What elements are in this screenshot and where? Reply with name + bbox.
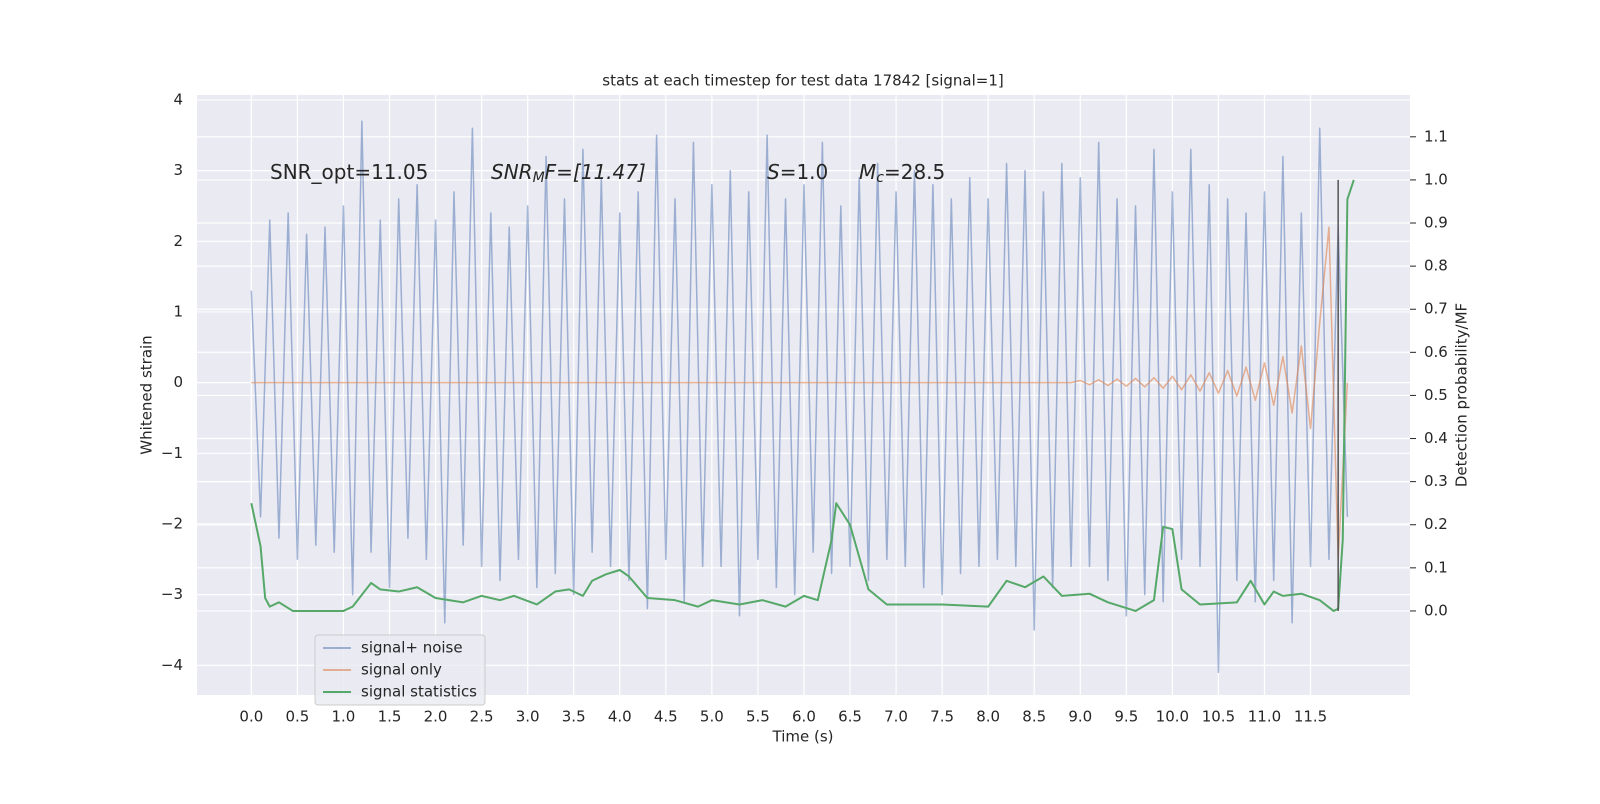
x-tick-label: 4.0: [608, 708, 632, 726]
annotation-sub: c: [876, 170, 884, 186]
x-tick-label: 0.5: [285, 708, 309, 726]
series-line: [250, 120, 1349, 674]
x-tick-label: 9.5: [1114, 708, 1138, 726]
annotation-rest: F=[11.47]: [545, 160, 646, 184]
y-tick-label: 1: [173, 302, 183, 320]
y-tick-label: −3: [161, 585, 183, 603]
x-tick-label: 3.0: [516, 708, 540, 726]
y2-tick-label: 0.0: [1424, 601, 1448, 619]
x-tick-label: 3.5: [562, 708, 586, 726]
y2-tick-label: 0.9: [1424, 214, 1448, 232]
annotation-main: SNR_opt=11.05: [270, 160, 428, 184]
annotation: SNR_opt=11.05: [270, 160, 428, 184]
legend: signal+ noise signal only signal statistic…: [314, 634, 486, 706]
x-tick-label: 8.0: [976, 708, 1000, 726]
y2-tick-label: 0.1: [1424, 558, 1448, 576]
series-line: [251, 226, 1349, 561]
y-tick-label: −4: [161, 656, 183, 674]
y-axis-label: Whitened strain: [138, 335, 156, 454]
x-tick-label: 5.5: [746, 708, 770, 726]
x-tick-label: 6.0: [792, 708, 816, 726]
legend-label: signal statistics: [361, 683, 477, 701]
x-tick-label: 1.5: [378, 708, 402, 726]
x-tick-label: 11.5: [1294, 708, 1327, 726]
y2-tick-label: 0.6: [1424, 343, 1448, 361]
annotation-main: S: [767, 160, 780, 184]
annotation-main: SNR: [491, 160, 533, 184]
x-tick-label: 11.0: [1248, 708, 1281, 726]
plot-lines: [250, 120, 1355, 674]
y2-tick-label: 0.8: [1424, 257, 1448, 275]
y2-axis-label: Detection probability/MF: [1453, 303, 1471, 487]
x-tick-label: 4.5: [654, 708, 678, 726]
legend-label: signal+ noise: [361, 639, 463, 657]
x-tick-label: 7.0: [884, 708, 908, 726]
x-tick-label: 2.5: [470, 708, 494, 726]
y2-tick-label: 1.1: [1424, 127, 1448, 145]
x-axis-label: Time (s): [772, 728, 834, 746]
annotation: Mc=28.5: [859, 160, 945, 187]
chart-title: stats at each timestep for test data 178…: [602, 72, 1003, 90]
x-tick-label: 7.5: [930, 708, 954, 726]
series-line: [250, 179, 1355, 612]
y2-tick-label: 0.4: [1424, 429, 1448, 447]
y-tick-label: 2: [173, 232, 183, 250]
x-tick-label: 6.5: [838, 708, 862, 726]
x-tick-label: 0.0: [239, 708, 263, 726]
y2-tick-label: 0.5: [1424, 386, 1448, 404]
annotation: S=1.0: [767, 160, 828, 184]
x-tick-label: 2.0: [424, 708, 448, 726]
y-tick-label: 0: [173, 373, 183, 391]
annotation-sub: M: [533, 170, 545, 186]
x-tick-label: 1.0: [332, 708, 356, 726]
y2-tick-label: 0.3: [1424, 472, 1448, 490]
x-tick-label: 5.0: [700, 708, 724, 726]
annotation-main: M: [859, 160, 876, 184]
legend-label: signal only: [361, 661, 442, 679]
y-tick-label: −1: [161, 444, 183, 462]
y2-tick-label: 1.0: [1424, 170, 1448, 188]
y2-tick-label: 0.2: [1424, 515, 1448, 533]
annotation-rest: =1.0: [780, 160, 829, 184]
annotation-rest: =28.5: [884, 160, 945, 184]
y-tick-label: 4: [173, 90, 183, 108]
annotation: SNRMF=[11.47]: [491, 160, 646, 187]
y2-tick-label: 0.7: [1424, 300, 1448, 318]
x-tick-label: 9.0: [1068, 708, 1092, 726]
legend-box: [314, 634, 486, 706]
y-tick-label: −2: [161, 514, 183, 532]
x-tick-label: 8.5: [1022, 708, 1046, 726]
x-tick-label: 10.5: [1202, 708, 1235, 726]
y-tick-label: 3: [173, 161, 183, 179]
x-tick-label: 10.0: [1156, 708, 1189, 726]
